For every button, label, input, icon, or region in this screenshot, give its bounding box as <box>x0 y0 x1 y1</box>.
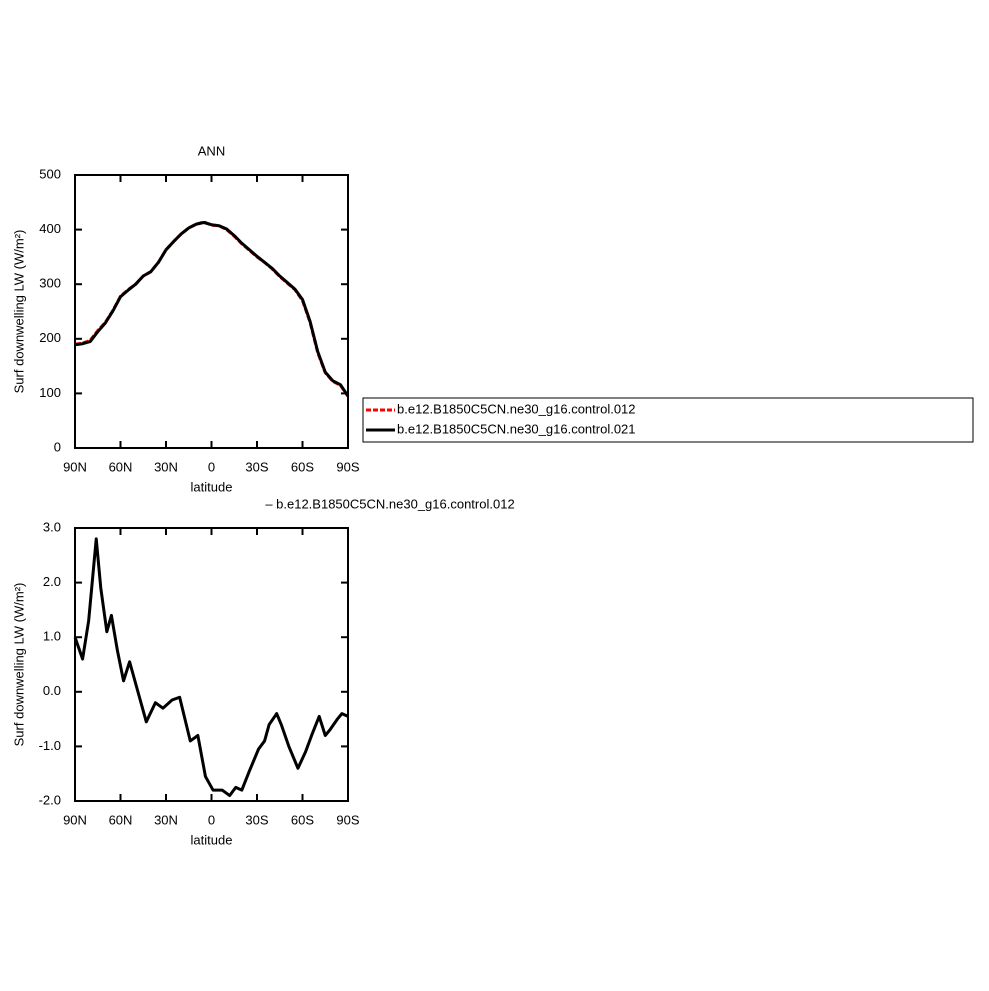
y-tick-label: -2.0 <box>39 792 61 807</box>
y-axis-label: Surf downwelling LW (W/m²) <box>11 230 26 394</box>
y-tick-label: 400 <box>39 221 61 236</box>
x-tick-label: 90S <box>336 459 359 474</box>
y-tick-label: 2.0 <box>43 574 61 589</box>
y-tick-label: 500 <box>39 166 61 181</box>
legend-label: b.e12.B1850C5CN.ne30_g16.control.021 <box>397 421 636 436</box>
x-tick-label: 60N <box>109 812 133 827</box>
x-tick-label: 0 <box>208 459 215 474</box>
x-axis-label: latitude <box>191 479 233 494</box>
legend-label: b.e12.B1850C5CN.ne30_g16.control.012 <box>397 401 636 416</box>
x-tick-label: 60S <box>291 812 314 827</box>
chart-title: – b.e12.B1850C5CN.ne30_g16.control.012 <box>265 496 514 511</box>
x-tick-label: 30S <box>245 459 268 474</box>
y-tick-label: 100 <box>39 385 61 400</box>
x-tick-label: 60S <box>291 459 314 474</box>
x-tick-label: 30N <box>154 812 178 827</box>
plot-frame <box>74 527 349 802</box>
x-tick-label: 30S <box>245 812 268 827</box>
legend-box <box>362 397 974 443</box>
y-tick-label: -1.0 <box>39 738 61 753</box>
plot-frame <box>74 174 349 449</box>
x-tick-label: 0 <box>208 812 215 827</box>
y-tick-label: 0 <box>54 439 61 454</box>
y-tick-label: 300 <box>39 276 61 291</box>
x-tick-label: 90S <box>336 812 359 827</box>
y-tick-label: 200 <box>39 330 61 345</box>
y-tick-label: 0.0 <box>43 683 61 698</box>
x-tick-label: 90N <box>63 812 87 827</box>
data-line <box>73 537 349 798</box>
chart-title: ANN <box>198 143 225 158</box>
x-tick-label: 30N <box>154 459 178 474</box>
x-axis-label: latitude <box>191 832 233 847</box>
y-axis-label: Surf downwelling LW (W/m²) <box>11 583 26 747</box>
y-tick-label: 1.0 <box>43 629 61 644</box>
x-tick-label: 60N <box>109 459 133 474</box>
y-tick-label: 3.0 <box>43 519 61 534</box>
data-line <box>74 221 350 397</box>
x-tick-label: 90N <box>63 459 87 474</box>
